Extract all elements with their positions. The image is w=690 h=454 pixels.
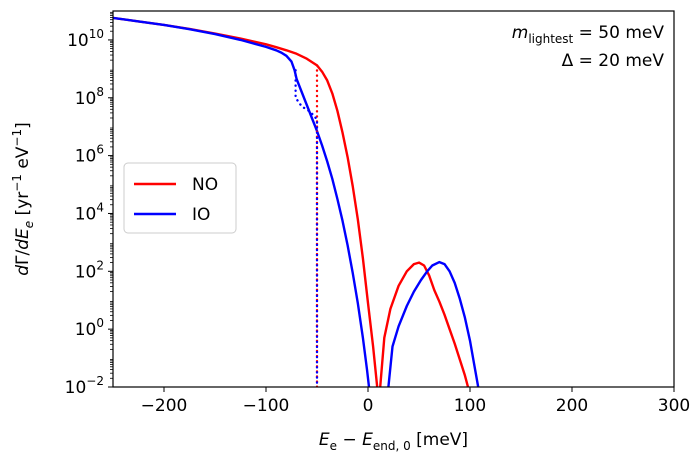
series-io-line-0 — [113, 16, 371, 387]
legend-label-io: IO — [192, 205, 210, 225]
y-tick-label: 102 — [75, 258, 104, 282]
y-axis-title: dΓ/dEe [yr−1 eV−1] — [10, 122, 36, 276]
x-title-sub-end: end, 0 — [373, 439, 411, 453]
y-tick-label: 100 — [75, 316, 104, 340]
x-axis-title: Ee − Eend, 0 [meV] — [319, 430, 468, 453]
annotation-delta: Δ = 20 meV — [562, 51, 665, 71]
series-layer — [113, 16, 480, 387]
y-tick-label: 108 — [75, 85, 104, 109]
annotation-mlightest: mlightest = 50 meV — [512, 23, 665, 46]
legend-box — [123, 162, 237, 234]
x-axis: −200 −100 0 100 200 300 — [141, 387, 690, 416]
x-tick-label: 300 — [658, 396, 690, 416]
x-tick-label: 0 — [363, 396, 374, 416]
series-no-line-1 — [379, 261, 470, 387]
y-tick-label: 1010 — [67, 27, 104, 51]
y-tick-label: 104 — [75, 200, 104, 224]
y-tick-label: 10−2 — [65, 374, 104, 398]
x-tick-label: −200 — [141, 396, 188, 416]
x-tick-label: 100 — [454, 396, 486, 416]
x-tick-label: −100 — [243, 396, 290, 416]
x-tick-label: 200 — [556, 396, 588, 416]
parameter-annotation: mlightest = 50 meV Δ = 20 meV — [512, 23, 665, 71]
legend-label-no: NO — [192, 175, 218, 195]
series-io-right-line-0 — [387, 260, 480, 387]
y-tick-label: 106 — [75, 143, 104, 167]
y-axis: 10−2 100 102 104 106 108 1010 — [65, 11, 113, 398]
x-title-sub-e: e — [330, 439, 337, 453]
series-io-threshold-line-0 — [294, 69, 319, 387]
legend: NO IO — [123, 162, 237, 234]
plot-frame — [112, 10, 675, 388]
